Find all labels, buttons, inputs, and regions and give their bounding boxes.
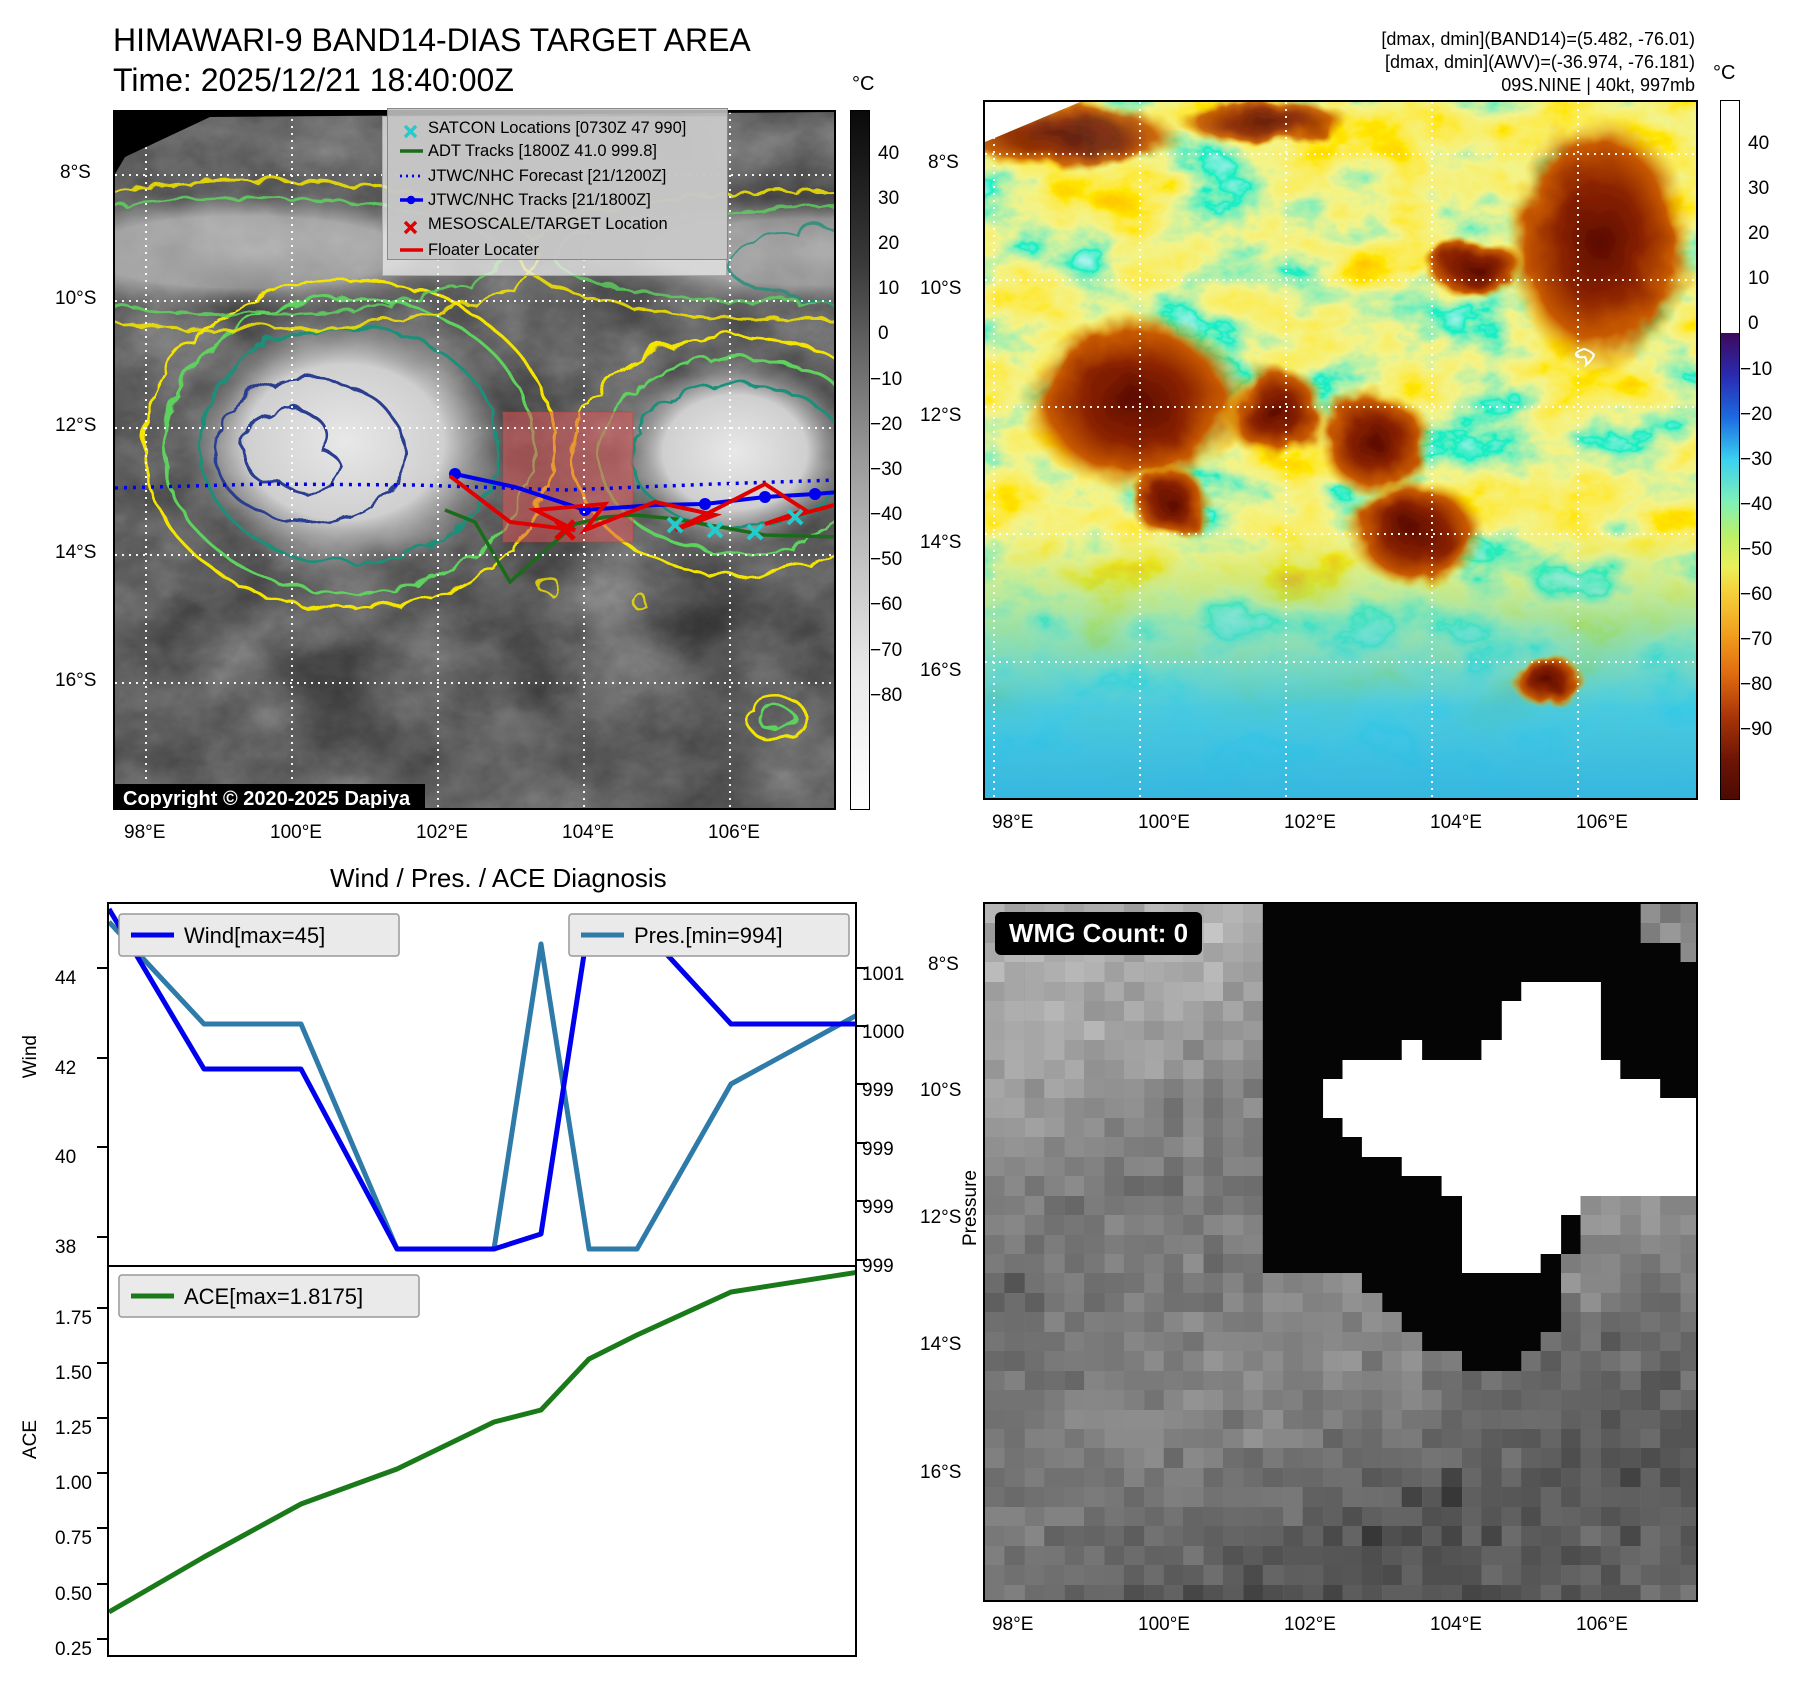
svg-text:Floater Locater: Floater Locater [428,241,539,259]
svg-text:SATCON Locations [0730Z 47 990: SATCON Locations [0730Z 47 990] [428,119,686,137]
svg-text:JTWC/NHC Tracks [21/1800Z]: JTWC/NHC Tracks [21/1800Z] [428,191,651,209]
svg-text:ADT Tracks [1800Z 41.0 999.8]: ADT Tracks [1800Z 41.0 999.8] [428,142,657,160]
svg-text:Pres.[min=994]: Pres.[min=994] [634,923,783,948]
svg-text:Wind[max=45]: Wind[max=45] [184,923,325,948]
svg-text:MESOSCALE/TARGET Location: MESOSCALE/TARGET Location [428,215,668,233]
svg-text:ACE[max=1.8175]: ACE[max=1.8175] [184,1284,363,1309]
svg-text:JTWC/NHC Forecast [21/1200Z]: JTWC/NHC Forecast [21/1200Z] [428,167,666,185]
svg-text:Copyright © 2020-2025 Dapiya: Copyright © 2020-2025 Dapiya [123,788,411,810]
